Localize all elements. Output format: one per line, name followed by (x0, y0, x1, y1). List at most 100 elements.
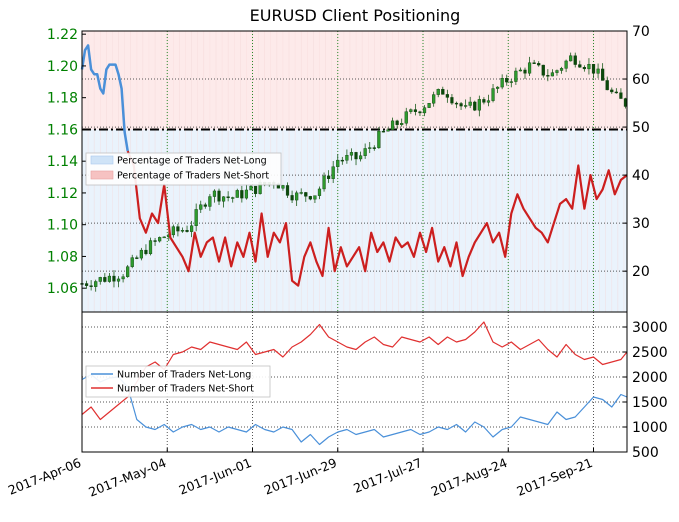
candle-body (587, 64, 591, 70)
candle-body (532, 62, 536, 64)
candle-body (281, 185, 285, 189)
candle-body (158, 237, 162, 242)
x-tick-label: 2017-Jun-29 (262, 455, 339, 498)
right-tick-label: 50 (632, 120, 650, 136)
top-legend: Percentage of Traders Net-Long Percentage… (85, 152, 282, 186)
candle-body (221, 196, 226, 202)
candle-body (171, 226, 175, 236)
left-tick-label: 1.22 (47, 27, 78, 43)
left-tick-label: 1.18 (47, 91, 78, 107)
candle-body (413, 109, 417, 112)
candle-body (253, 185, 258, 194)
candle-body (212, 190, 217, 197)
left-tick-label: 1.08 (47, 249, 78, 265)
x-tick-label: 2017-Sep-21 (515, 455, 595, 499)
candle-body (564, 60, 568, 69)
candle-body (619, 92, 623, 99)
candle-body (368, 147, 372, 149)
candle-body (345, 155, 349, 161)
candle-body (473, 101, 477, 111)
left-tick-label: 1.10 (47, 218, 78, 234)
legend-label: Percentage of Traders Net-Short (117, 171, 269, 182)
candle-body (135, 257, 139, 259)
candle-body (610, 89, 614, 93)
candle-body (313, 195, 317, 200)
bottom-panel-frame (81, 311, 628, 453)
candle-body (614, 91, 618, 94)
x-tick-label: 2017-Jun-01 (177, 455, 254, 498)
candle-body (98, 277, 102, 282)
right-tick-label: 30 (632, 216, 650, 232)
left-tick-label: 1.14 (47, 154, 78, 170)
bottom-panel-axes: 500 1000 1500 2000 2500 3000 (81, 311, 668, 461)
candle-body (126, 266, 130, 277)
candle-body (527, 62, 532, 74)
candle-body (491, 88, 495, 101)
candle-body (226, 196, 230, 198)
candle-body (116, 278, 121, 282)
candle-body (336, 159, 340, 167)
bottom-legend: Number of Traders Net-Long Number of Trad… (85, 365, 271, 398)
left-tick-label: 1.12 (47, 186, 78, 202)
candle-body (486, 100, 491, 103)
candle-body (395, 120, 399, 125)
candle-body (130, 257, 134, 267)
candle-body (304, 192, 308, 197)
candle-body (203, 204, 207, 207)
candle-body (217, 190, 221, 202)
candle-body (482, 99, 486, 103)
candle-body (427, 103, 431, 108)
candle-body (500, 78, 504, 88)
candle-body (436, 88, 440, 95)
candle-body (89, 285, 93, 287)
candle-body (514, 70, 518, 82)
candle-body (464, 105, 468, 107)
candle-body (112, 275, 116, 282)
candle-body (331, 166, 335, 179)
net-short-shading (82, 31, 627, 130)
candle-body (523, 69, 527, 74)
right-tick-label: 60 (632, 72, 650, 88)
candle-body (546, 75, 550, 77)
candle-body (445, 94, 449, 98)
candle-body (432, 94, 436, 104)
right-tick-label: 3000 (632, 320, 668, 336)
candle-body (404, 111, 408, 124)
candle-body (381, 130, 386, 133)
candle-body (295, 192, 299, 201)
candle-body (249, 185, 253, 191)
candle-body (322, 175, 326, 190)
candle-body (550, 72, 555, 77)
candle-body (162, 236, 166, 239)
candle-body (450, 97, 454, 104)
candle-body (582, 67, 586, 70)
candle-body (573, 55, 577, 65)
candle-body (559, 68, 564, 71)
bottom-legend-box (85, 365, 271, 398)
candle-body (240, 190, 244, 199)
candle-body (153, 240, 157, 242)
candle-body (84, 283, 89, 286)
series-line-net-long-pct (80, 44, 129, 152)
legend-swatch (90, 170, 114, 180)
candle-body (601, 68, 605, 81)
candle-body (94, 281, 98, 287)
candle-body (623, 98, 628, 107)
candle-body (418, 111, 422, 114)
candle-body (477, 99, 481, 111)
chart-title: EURUSD Client Positioning (250, 6, 461, 25)
candle-body (103, 277, 107, 282)
candle-body (299, 192, 303, 194)
right-tick-label: 40 (632, 168, 650, 184)
right-tick-label: 1000 (632, 420, 668, 436)
candle-body (468, 101, 472, 106)
candle-body (139, 249, 143, 259)
candle-body (509, 81, 513, 83)
candle-body (569, 55, 573, 62)
candle-body (541, 64, 545, 76)
candle-body (231, 197, 235, 199)
x-tick-label: 2017-Aug-24 (429, 455, 510, 499)
candle-body (441, 88, 445, 95)
x-axis: 2017-Apr-06 2017-May-04 2017-Jun-01 2017-Ju… (6, 448, 595, 500)
